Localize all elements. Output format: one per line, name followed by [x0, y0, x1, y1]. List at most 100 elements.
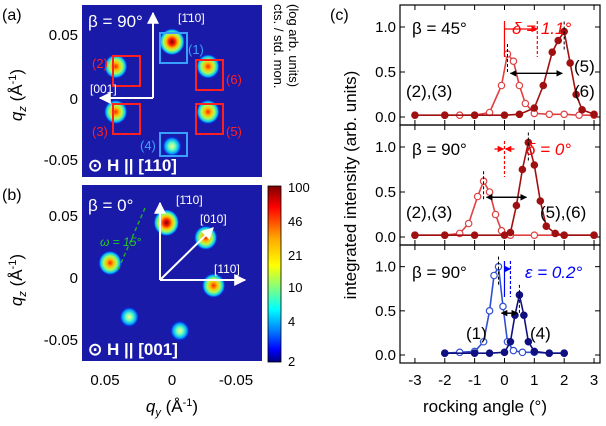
rocking-data-point: [479, 337, 488, 346]
rocking-data-point: [473, 192, 482, 201]
rocking-ylabel: integrated intensity (arb. units): [341, 71, 360, 300]
map-a-peaks: [103, 28, 220, 157]
map-b-ytick-0: 0.05: [49, 208, 78, 225]
map-b-arrow-diag-label: [010]: [200, 212, 227, 226]
colorbar-tick-2: 21: [288, 248, 302, 263]
rocking-data-point: [530, 161, 539, 169]
rocking-data-point: [560, 110, 568, 119]
map-a-peak-label-6: (6): [226, 72, 242, 87]
map-a-box-3: [112, 103, 141, 135]
rocking-data-point: [554, 36, 563, 45]
rock-top-beta-label: β = 45°: [412, 19, 467, 38]
rocking-data-point: [536, 197, 545, 205]
rocking-data-point: [411, 111, 419, 120]
svg-text:integrated intensity (arb. uni: integrated intensity (arb. units): [341, 71, 360, 300]
colorbar-tick-1: 46: [288, 214, 302, 229]
svg-text:qz (Å-1): qz (Å-1): [7, 254, 29, 306]
rocking-data-point: [520, 311, 528, 320]
rocking-data-point: [506, 337, 515, 346]
map-b-ytick-2: -0.05: [44, 332, 78, 349]
rocking-ytick-label: 0.0: [375, 109, 396, 126]
rocking-data-point: [545, 110, 554, 119]
rocking-ytick-label: 0.0: [375, 229, 396, 246]
rocking-ytick-label: 0.5: [375, 184, 396, 201]
rocking-ytick-label: 0.0: [375, 347, 396, 364]
heatmap-peak: [103, 53, 128, 80]
rocking-data-point: [440, 231, 449, 240]
heatmap-peak: [119, 306, 140, 328]
map-b-omega-line: [117, 207, 146, 271]
rocking-xtick-label: 3: [590, 372, 598, 389]
heatmap-peak: [103, 99, 128, 125]
rock-bot-beta-label: β = 90°: [412, 263, 467, 282]
rocking-data-point: [578, 106, 586, 114]
rocking-data-point: [411, 231, 419, 240]
rocking-data-point: [500, 231, 509, 240]
rock-mid-right-label: (5),(6): [540, 203, 586, 222]
map-a-box-1: [159, 32, 188, 64]
colorbar-tick-0: 100: [288, 180, 310, 195]
rocking-data-point: [470, 349, 479, 358]
svg-text:qz (Å-1): qz (Å-1): [7, 69, 29, 121]
colorbar-label: cts. / std. mon. (log arb. units): [271, 4, 301, 89]
map-b-arrow-right-label: [110]: [214, 262, 240, 276]
heatmap-peak: [196, 99, 220, 125]
heatmap-peak: [162, 135, 182, 157]
rocking-ytick-label: 1.0: [375, 19, 396, 36]
map-a-field-label: ⊙ H || [110]: [88, 156, 177, 175]
colorbar: [267, 185, 282, 363]
map-b-field-label: ⊙ H || [001]: [88, 340, 178, 359]
rocking-data-point: [440, 349, 449, 358]
map-a-peak-label-2: (2): [92, 56, 108, 71]
rock-mid-shift-label: δ = 0°: [526, 140, 571, 159]
map-a-peak-label-1: (1): [188, 42, 204, 57]
map-a-ytick-0: 0.05: [49, 27, 78, 44]
map-b-xtick-2: -0.05: [219, 372, 253, 389]
rocking-xtick-label: -2: [438, 372, 451, 389]
rock-top-right-label-2: (6): [574, 82, 595, 101]
rocking-data-point: [530, 104, 539, 112]
rocking-data-point: [572, 90, 580, 99]
svg-text:(log arb. units): (log arb. units): [286, 4, 301, 87]
rocking-data-point: [551, 229, 560, 238]
rocking-data-point: [590, 110, 598, 119]
rocking-data-point: [548, 48, 557, 57]
rocking-data-point: [485, 188, 494, 196]
rocking-xtick-label: 0: [500, 372, 508, 389]
rocking-data-point: [590, 231, 598, 240]
map-b-omega-label: ω = 15°: [100, 235, 141, 249]
rocking-ytick-label: 1.0: [375, 259, 396, 276]
rocking-data-point: [470, 231, 479, 240]
heatmap-peak: [153, 209, 180, 237]
rocking-data-point: [512, 201, 521, 210]
colorbar-tick-4: 4: [288, 314, 295, 329]
rocking-data-point: [566, 59, 574, 67]
rock-top-right-label-1: (5): [574, 57, 595, 76]
heatmap-peak: [193, 225, 218, 251]
rocking-frame: [399, 244, 601, 364]
rock-top-left-label: (2),(3): [406, 82, 452, 101]
map-b-ylabel: qz (Å-1): [7, 254, 29, 306]
map-b-xtick-1: 0: [168, 372, 176, 389]
rocking-data-point: [509, 346, 518, 355]
heatmap-peak: [169, 320, 190, 342]
rocking-series-line: [414, 29, 595, 116]
rocking-data-point: [485, 349, 494, 358]
map-b-xlabel: qy (Å-1): [146, 397, 198, 419]
rocking-data-point: [470, 111, 479, 120]
rocking-ytick-label: 0.5: [375, 64, 396, 81]
rocking-panels: 1.0 0.5 0.0 1.0 0.5 0.0 1.0 0.5 0.0: [375, 4, 601, 364]
rocking-x-ticks: -3 -2 -1 0 1 2 3: [408, 372, 598, 389]
rock-mid-left-label: (2),(3): [406, 203, 452, 222]
map-a-beta-label: β = 90°: [88, 12, 143, 31]
colorbar-tick-3: 10: [288, 280, 302, 295]
rocking-data-point: [542, 222, 551, 231]
heatmap-peak: [98, 250, 123, 276]
map-a-peak-label-4: (4): [140, 138, 156, 153]
rocking-data-point: [440, 111, 449, 120]
map-a-box-4: [159, 132, 188, 157]
heatmap-peak: [201, 272, 226, 299]
panel-label-a: (a): [2, 7, 22, 24]
rocking-data-point: [524, 337, 533, 346]
